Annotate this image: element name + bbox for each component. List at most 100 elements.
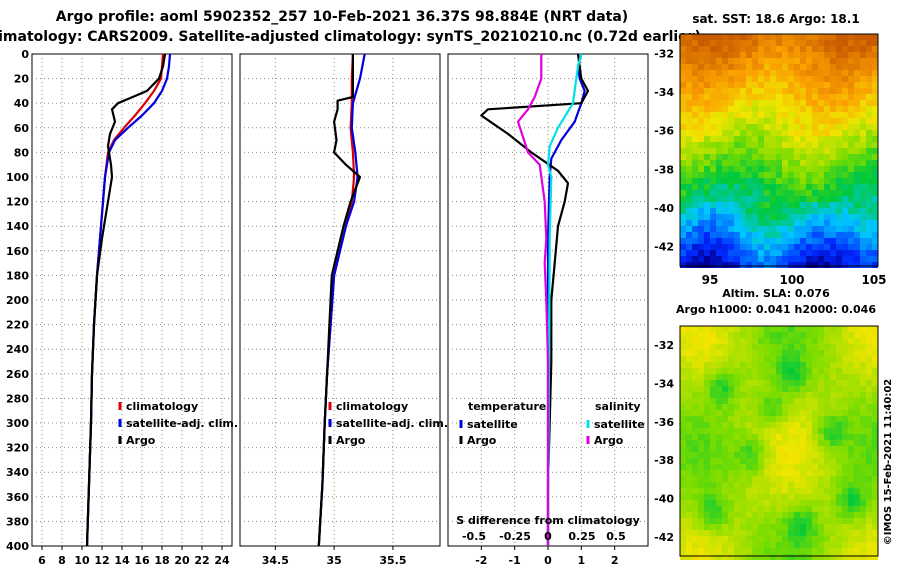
map-cell: [806, 476, 812, 482]
map-cell: [722, 518, 728, 524]
map-cell: [764, 238, 770, 244]
map-cell: [818, 548, 824, 554]
map-cell: [746, 488, 752, 494]
map-cell: [686, 362, 692, 368]
map-cell: [830, 368, 836, 374]
map-cell: [740, 100, 746, 106]
map-cell: [854, 380, 860, 386]
map-cell: [836, 392, 842, 398]
map-cell: [734, 148, 740, 154]
map-cell: [800, 172, 806, 178]
map-cell: [764, 202, 770, 208]
map-cell: [830, 404, 836, 410]
map-cell: [824, 130, 830, 136]
map-cell: [740, 112, 746, 118]
map-cell: [818, 130, 824, 136]
map-cell: [692, 64, 698, 70]
map-cell: [782, 458, 788, 464]
map-cell: [812, 380, 818, 386]
map-cell: [836, 344, 842, 350]
map-cell: [854, 542, 860, 548]
map-cell: [752, 446, 758, 452]
map-cell: [818, 344, 824, 350]
map-cell: [842, 398, 848, 404]
map-cell: [746, 136, 752, 142]
map-cell: [722, 226, 728, 232]
map-cell: [806, 172, 812, 178]
map-cell: [848, 338, 854, 344]
map-cell: [686, 452, 692, 458]
map-cell: [746, 154, 752, 160]
map-cell: [830, 452, 836, 458]
map-cell: [842, 118, 848, 124]
map-cell: [704, 136, 710, 142]
map-cell: [866, 398, 872, 404]
map-cell: [698, 350, 704, 356]
y-tick-label: 200: [6, 294, 29, 307]
map-cell: [842, 190, 848, 196]
map-cell: [722, 332, 728, 338]
map-cell: [818, 178, 824, 184]
map-cell: [680, 76, 686, 82]
map-cell: [830, 226, 836, 232]
map-cell: [716, 500, 722, 506]
map-cell: [788, 34, 794, 40]
map-cell: [776, 244, 782, 250]
map-cell: [770, 196, 776, 202]
map-cell: [764, 344, 770, 350]
map-cell: [800, 220, 806, 226]
map-cell: [872, 112, 878, 118]
map-cell: [746, 88, 752, 94]
map-cell: [698, 184, 704, 190]
map-cell: [698, 94, 704, 100]
map-cell: [824, 434, 830, 440]
map-cell: [860, 244, 866, 250]
map-cell: [716, 58, 722, 64]
map-cell: [788, 386, 794, 392]
map-cell: [854, 76, 860, 82]
map-cell: [824, 106, 830, 112]
map-cell: [758, 542, 764, 548]
map-cell: [806, 112, 812, 118]
map-cell: [854, 166, 860, 172]
map-cell: [866, 494, 872, 500]
map-cell: [752, 142, 758, 148]
map-cell: [872, 404, 878, 410]
map-cell: [842, 488, 848, 494]
map-cell: [830, 118, 836, 124]
map-cell: [746, 256, 752, 262]
x-tick-label: 6: [38, 554, 46, 567]
map-cell: [746, 142, 752, 148]
map-cell: [800, 202, 806, 208]
map-cell: [746, 250, 752, 256]
map-cell: [752, 356, 758, 362]
map-cell: [752, 422, 758, 428]
map-cell: [728, 118, 734, 124]
map-cell: [746, 112, 752, 118]
map-cell: [764, 464, 770, 470]
map-cell: [872, 238, 878, 244]
map-cell: [746, 244, 752, 250]
map-cell: [830, 380, 836, 386]
map-cell: [836, 350, 842, 356]
map-cell: [698, 422, 704, 428]
map-cell: [746, 130, 752, 136]
map-cell: [860, 362, 866, 368]
map-cell: [830, 214, 836, 220]
map-cell: [686, 488, 692, 494]
map-cell: [806, 470, 812, 476]
map-cell: [752, 398, 758, 404]
map-cell: [830, 422, 836, 428]
map-cell: [680, 380, 686, 386]
map-cell: [776, 106, 782, 112]
map-cell: [848, 392, 854, 398]
map-cell: [686, 184, 692, 190]
map-cell: [728, 392, 734, 398]
y-tick-label: 340: [6, 466, 29, 479]
map-cell: [686, 542, 692, 548]
map-cell: [764, 256, 770, 262]
map-cell: [728, 106, 734, 112]
header-title-line2: Climatology: CARS2009. Satellite-adjuste…: [0, 29, 701, 45]
map-cell: [716, 350, 722, 356]
map-cell: [746, 386, 752, 392]
